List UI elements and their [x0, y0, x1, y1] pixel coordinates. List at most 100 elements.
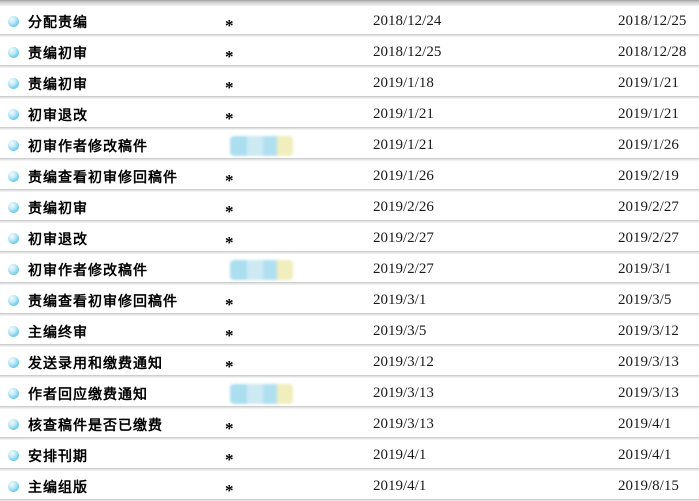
operator-cell: * [215, 358, 360, 375]
bullet-icon [8, 140, 19, 151]
step-label: 初审退改 [28, 106, 88, 123]
start-date: 2019/1/21 [373, 106, 434, 122]
bullet-icon [8, 264, 19, 275]
operator-asterisk: * [225, 449, 234, 469]
redacted-operator-blur [230, 135, 293, 156]
operator-asterisk: * [225, 201, 234, 221]
bullet-icon [8, 233, 19, 244]
table-row: 责编查看初审修回稿件 * 2019/3/1 2019/3/5 [0, 285, 699, 316]
step-cell: 发送录用和缴费通知 [0, 353, 215, 373]
operator-cell: * [215, 234, 360, 251]
end-date-cell: 2019/3/13 [605, 385, 699, 402]
end-date-cell: 2019/1/21 [605, 106, 699, 123]
table-row: 初审作者修改稿件 2019/1/21 2019/1/26 [0, 130, 699, 161]
end-date: 2019/1/26 [618, 137, 679, 153]
step-cell: 初审退改 [0, 229, 215, 249]
row-divider [0, 375, 699, 378]
end-date: 2018/12/25 [618, 13, 687, 29]
operator-asterisk: * [225, 232, 234, 252]
start-date: 2019/3/1 [373, 292, 427, 308]
step-cell: 责编查看初审修回稿件 [0, 291, 215, 311]
end-date-cell: 2019/1/26 [605, 137, 699, 154]
end-date-cell: 2019/4/1 [605, 416, 699, 433]
start-date: 2019/1/21 [373, 137, 434, 153]
bullet-icon [8, 16, 19, 27]
end-date-cell: 2019/2/27 [605, 199, 699, 216]
step-cell: 主编组版 [0, 477, 215, 497]
operator-asterisk: * [225, 356, 234, 376]
operator-cell: * [215, 296, 360, 313]
start-date: 2019/2/27 [373, 230, 434, 246]
start-date-cell: 2019/3/5 [360, 323, 605, 340]
operator-asterisk: * [225, 325, 234, 345]
operator-cell: * [215, 172, 360, 189]
start-date: 2018/12/25 [373, 44, 442, 60]
operator-cell: * [215, 451, 360, 468]
step-label: 责编初审 [28, 44, 88, 61]
step-label: 主编终审 [28, 323, 88, 340]
operator-asterisk: * [225, 170, 234, 190]
start-date: 2019/3/13 [373, 385, 434, 401]
end-date: 2019/4/1 [618, 447, 672, 463]
end-date-cell: 2019/2/19 [605, 168, 699, 185]
table-row: 分配责编 * 2018/12/24 2018/12/25 [0, 6, 699, 37]
start-date-cell: 2019/3/13 [360, 416, 605, 433]
step-cell: 主编终审 [0, 322, 215, 342]
step-label: 分配责编 [28, 13, 88, 30]
step-cell: 作者回应缴费通知 [0, 384, 215, 404]
end-date: 2019/3/13 [618, 354, 679, 370]
step-label: 责编初审 [28, 75, 88, 92]
operator-asterisk: * [225, 46, 234, 66]
start-date: 2019/1/26 [373, 168, 434, 184]
row-divider [0, 127, 699, 130]
start-date: 2019/4/1 [373, 447, 427, 463]
bullet-icon [8, 295, 19, 306]
end-date: 2019/2/27 [618, 230, 679, 246]
table-row: 责编查看初审修回稿件 * 2019/1/26 2019/2/19 [0, 161, 699, 192]
bullet-icon [8, 450, 19, 461]
row-divider [0, 220, 699, 223]
start-date-cell: 2019/3/12 [360, 354, 605, 371]
step-cell: 责编查看初审修回稿件 [0, 167, 215, 187]
operator-asterisk: * [225, 77, 234, 97]
operator-asterisk: * [225, 108, 234, 128]
step-label: 核查稿件是否已缴费 [28, 416, 163, 433]
operator-asterisk: * [225, 480, 234, 500]
start-date: 2019/2/26 [373, 199, 434, 215]
step-label: 责编初审 [28, 199, 88, 216]
step-label: 安排刊期 [28, 447, 88, 464]
row-divider [0, 251, 699, 254]
table-row: 初审退改 * 2019/1/21 2019/1/21 [0, 99, 699, 130]
end-date-cell: 2019/3/1 [605, 261, 699, 278]
bullet-icon [8, 109, 19, 120]
table-row: 安排刊期 * 2019/4/1 2019/4/1 [0, 440, 699, 471]
table-row: 发送录用和缴费通知 * 2019/3/12 2019/3/13 [0, 347, 699, 378]
end-date-cell: 2019/4/1 [605, 447, 699, 464]
end-date: 2019/2/27 [618, 199, 679, 215]
row-divider [0, 189, 699, 192]
end-date: 2019/3/5 [618, 292, 672, 308]
start-date-cell: 2019/3/1 [360, 292, 605, 309]
operator-cell: * [215, 48, 360, 65]
start-date-cell: 2018/12/24 [360, 13, 605, 30]
step-cell: 责编初审 [0, 198, 215, 218]
bullet-icon [8, 47, 19, 58]
bullet-icon [8, 78, 19, 89]
start-date-cell: 2019/1/21 [360, 137, 605, 154]
start-date: 2019/3/13 [373, 416, 434, 432]
end-date-cell: 2019/2/27 [605, 230, 699, 247]
operator-cell: * [215, 482, 360, 499]
row-divider [0, 344, 699, 347]
start-date: 2019/3/12 [373, 354, 434, 370]
step-label: 责编查看初审修回稿件 [28, 168, 178, 185]
step-label: 初审作者修改稿件 [28, 137, 148, 154]
operator-cell: * [215, 327, 360, 344]
start-date-cell: 2018/12/25 [360, 44, 605, 61]
row-divider [0, 158, 699, 161]
operator-asterisk: * [225, 418, 234, 438]
end-date: 2018/12/28 [618, 44, 687, 60]
start-date: 2019/4/1 [373, 478, 427, 494]
redacted-operator-blur [230, 259, 293, 280]
step-label: 作者回应缴费通知 [28, 385, 148, 402]
